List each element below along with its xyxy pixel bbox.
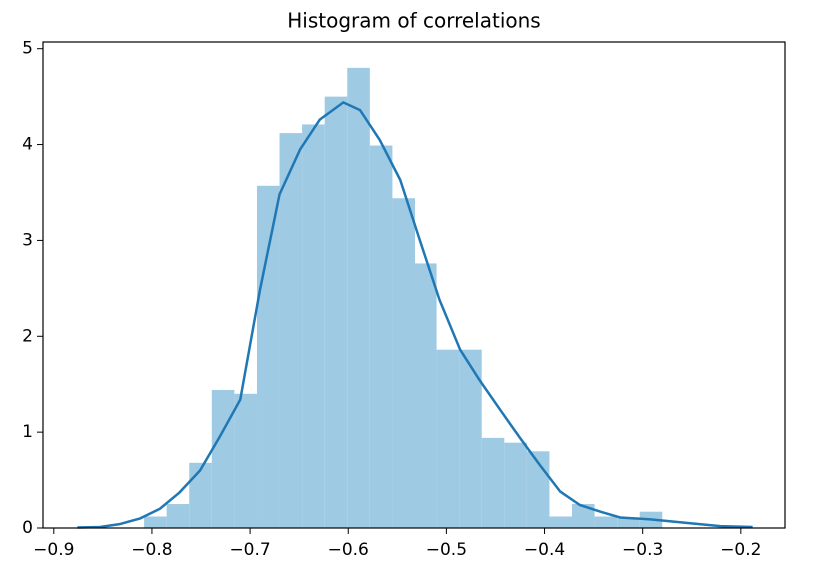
x-tick-label: −0.7 (229, 540, 270, 560)
bar (459, 349, 482, 528)
y-tick-label: 1 (22, 422, 33, 442)
bar (189, 462, 212, 528)
bar (369, 145, 393, 529)
y-tick-label: 4 (22, 135, 33, 155)
y-tick-label: 5 (22, 39, 33, 59)
bar (324, 96, 348, 529)
bar (279, 133, 303, 528)
chart-title: Histogram of correlations (287, 9, 540, 33)
bar (504, 442, 527, 528)
bar (144, 516, 167, 528)
bar (234, 393, 257, 528)
bar (414, 263, 437, 528)
x-tick-label: −0.3 (622, 540, 663, 560)
bar (256, 185, 280, 528)
bar (617, 518, 640, 528)
bar (392, 198, 415, 528)
plot-frame (42, 41, 786, 529)
x-tick-label: −0.6 (328, 540, 369, 560)
x-tick-label: −0.4 (524, 540, 565, 560)
kde-line (77, 100, 753, 529)
bar (481, 437, 505, 528)
bar (572, 504, 595, 528)
x-tick-label: −0.2 (720, 540, 761, 560)
y-tick-label: 2 (22, 326, 33, 346)
x-tick-label: −0.9 (33, 540, 74, 560)
bar (166, 504, 190, 528)
bar (549, 516, 573, 528)
bar (594, 516, 618, 528)
bar (347, 67, 370, 529)
y-tick-label: 0 (22, 518, 33, 538)
bar (436, 349, 460, 528)
bar (211, 389, 235, 528)
x-tick-label: −0.8 (131, 540, 172, 560)
x-tick-label: −0.5 (426, 540, 467, 560)
bar (302, 124, 325, 528)
y-tick-label: 3 (22, 230, 33, 250)
